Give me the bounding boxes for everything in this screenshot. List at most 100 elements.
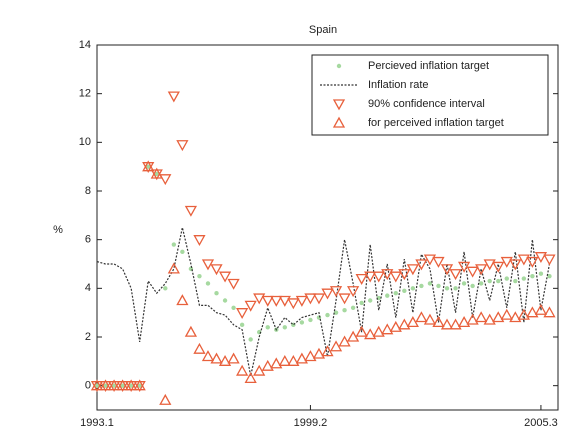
point (270, 295, 283, 307)
point (385, 293, 390, 298)
y-tick-label: 4 (85, 282, 91, 294)
point (176, 294, 189, 306)
point (261, 359, 274, 371)
point (128, 383, 134, 388)
point (466, 313, 479, 325)
y-tick-label: 0 (85, 380, 91, 392)
y-axis-label: % (53, 224, 63, 236)
point (398, 318, 411, 330)
point (509, 311, 522, 323)
point (483, 313, 496, 325)
point (415, 259, 428, 271)
legend-swatch (332, 99, 346, 111)
point (355, 273, 368, 285)
point (295, 295, 308, 307)
point (547, 273, 552, 279)
point (500, 308, 513, 320)
point (402, 288, 407, 293)
point (381, 323, 394, 335)
point (440, 264, 454, 276)
point (308, 317, 313, 323)
point (461, 281, 467, 286)
point (116, 379, 129, 391)
point (201, 259, 215, 271)
point (338, 293, 351, 305)
point (432, 316, 445, 328)
point (475, 264, 488, 276)
point (513, 278, 518, 284)
point (423, 313, 437, 325)
point (333, 310, 339, 315)
point (534, 252, 548, 264)
legend-label: 90% confidence interval (368, 98, 485, 110)
point (90, 379, 104, 391)
point (406, 316, 419, 328)
point (492, 311, 505, 323)
point (295, 352, 308, 364)
point (419, 283, 424, 289)
point (265, 325, 270, 330)
legend-box (311, 54, 549, 136)
point (167, 91, 180, 103)
point (321, 288, 334, 300)
point (483, 259, 496, 271)
point (457, 316, 471, 328)
point (236, 308, 249, 320)
point (410, 286, 416, 291)
point (167, 262, 180, 274)
point (406, 264, 419, 276)
point (201, 350, 215, 362)
point (372, 271, 385, 283)
point (180, 249, 185, 255)
point (338, 335, 351, 347)
point (432, 256, 445, 268)
point (372, 325, 385, 337)
point (193, 342, 206, 354)
point (94, 383, 100, 388)
x-tick-label: 1999.2 (294, 417, 328, 429)
point (530, 273, 535, 279)
point (218, 271, 232, 283)
point (504, 276, 509, 281)
point (197, 273, 202, 279)
point (159, 393, 172, 405)
chart-title: Spain (309, 24, 337, 36)
point (299, 320, 305, 325)
point (517, 308, 530, 320)
point (184, 325, 198, 337)
point (449, 318, 462, 330)
point (103, 383, 108, 388)
point (436, 283, 441, 289)
point (159, 174, 172, 186)
point (133, 379, 146, 391)
point (329, 286, 343, 298)
y-tick-label: 10 (79, 136, 91, 148)
point (184, 205, 198, 217)
point (205, 281, 211, 286)
point (304, 293, 317, 305)
legend: Percieved inflation target Inflation rate… (311, 54, 549, 136)
point (415, 311, 428, 323)
point (538, 271, 544, 276)
point (347, 286, 360, 298)
point (150, 167, 163, 179)
point (543, 306, 556, 318)
legend-label: for perceived inflation target (368, 117, 504, 129)
point (239, 322, 245, 328)
point (444, 286, 450, 291)
point (423, 254, 437, 266)
point (312, 347, 326, 359)
point (389, 271, 402, 283)
x-tick-label: 2005.3 (524, 417, 558, 429)
point (222, 298, 228, 303)
point (248, 337, 253, 342)
point (125, 379, 138, 391)
legend-swatch (332, 116, 346, 128)
point (364, 328, 377, 340)
point (142, 160, 155, 172)
point (154, 171, 159, 177)
point (261, 295, 274, 307)
point (193, 235, 206, 247)
point (526, 256, 539, 268)
point (325, 312, 330, 318)
